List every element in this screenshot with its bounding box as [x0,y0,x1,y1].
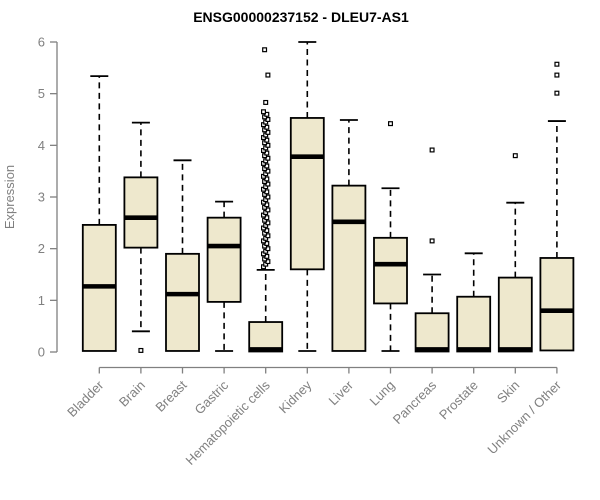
outlier-point [429,238,435,244]
x-tick-label: Breast [152,377,189,414]
box-group-prostate [456,252,492,353]
x-tick-label: Liver [325,377,356,408]
box-rect [456,295,492,353]
y-tick-label: 1 [38,293,45,308]
outlier-point [265,72,271,78]
box-rect [248,321,284,353]
x-tick-label: Gastric [192,377,232,417]
outlier-point [265,246,271,252]
box-group-bladder [81,75,117,352]
outlier-point [264,215,270,221]
outlier-point [264,150,270,156]
outlier-point [265,168,271,174]
box-group-brain [123,121,159,353]
outlier-point [265,194,271,200]
outlier-point [261,109,267,115]
outlier-point [388,121,394,127]
outlier-point [265,233,271,239]
y-tick-label: 2 [38,241,45,256]
outlier-point [264,241,270,247]
chart-title: ENSG00000237152 - DLEU7-AS1 [193,9,409,25]
box-rect [165,252,200,352]
x-tick-label: Brain [116,378,148,410]
box-group-unknown-other [539,61,575,352]
outlier-point [264,176,270,182]
box-rect [123,176,159,249]
outlier-point [264,253,270,259]
y-tick-label: 4 [38,138,45,153]
box-group-lung [373,121,408,352]
y-tick-label: 5 [38,86,45,101]
outlier-point [263,99,269,105]
y-tick-label: 0 [38,345,45,360]
outlier-point [429,147,435,153]
box-group-hematopoietic-cells [248,47,284,353]
outlier-point [264,111,270,117]
box-rect [331,184,367,352]
x-tick-label: Pancreas [390,377,440,427]
box-group-liver [331,119,367,352]
outlier-point [554,61,560,67]
outlier-point [265,181,271,187]
box-group-kidney [289,41,325,352]
outlier-point [264,163,270,169]
x-tick-label: Prostate [436,378,481,423]
outlier-point [265,129,271,135]
outlier-point [264,228,270,234]
outlier-point [265,259,271,265]
x-tick-label: Skin [494,378,522,406]
box-rect [373,236,408,305]
outlier-point [264,124,270,130]
outlier-point [265,220,271,226]
box-group-skin [497,153,533,353]
outlier-point [512,153,518,159]
x-tick-label: Lung [367,378,398,409]
outlier-point [264,189,270,195]
outlier-point [265,207,271,213]
box-rect [414,312,450,353]
y-tick-label: 3 [38,190,45,205]
x-tick-label: Bladder [64,377,107,420]
box-group-pancreas [414,147,450,353]
outlier-point [265,155,271,161]
boxes-group [81,41,575,353]
x-tick-label: Unknown / Other [484,377,564,457]
outlier-point [265,142,271,148]
outlier-point [554,90,560,96]
outlier-point [264,137,270,143]
outlier-point [138,347,144,353]
outlier-point [262,47,268,53]
box-rect [206,216,242,303]
box-rect [289,117,325,271]
box-group-breast [165,159,200,352]
outlier-point [264,202,270,208]
outlier-point [265,116,271,122]
y-tick-label: 6 [38,35,45,50]
box-rect [497,276,533,353]
y-axis-title: Expression [2,165,17,229]
x-tick-label: Kidney [276,377,315,416]
box-rect [539,257,575,352]
box-group-gastric [206,200,242,352]
outlier-point [554,72,560,78]
